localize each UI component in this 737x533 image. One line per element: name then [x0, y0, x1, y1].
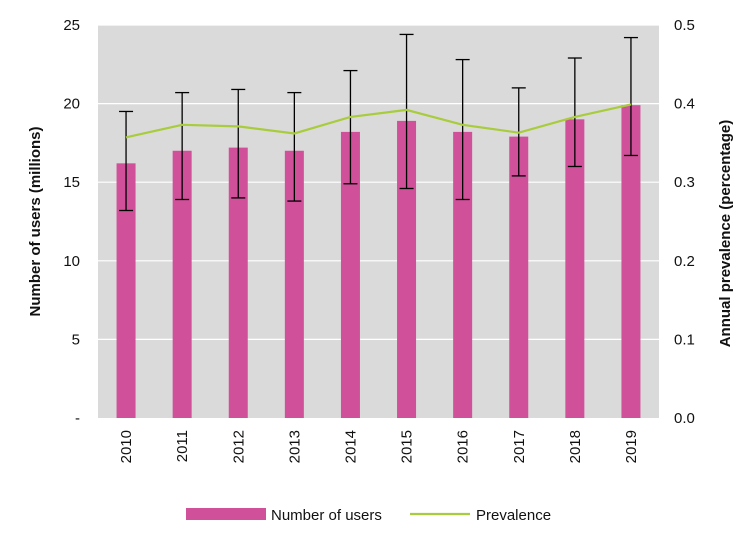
y-right-tick-label: 0.1	[674, 331, 695, 348]
bar	[509, 136, 529, 418]
bar	[453, 131, 473, 418]
x-tick-label: 2014	[342, 430, 359, 463]
x-tick-label: 2013	[286, 430, 303, 463]
y-right-tick-label: 0.4	[674, 96, 695, 113]
bar	[397, 120, 417, 418]
y-left-tick-label: 15	[63, 174, 80, 191]
x-tick-label: 2016	[455, 430, 472, 463]
y-right-tick-label: 0.2	[674, 253, 695, 270]
y-left-tick-label: 10	[63, 253, 80, 270]
x-tick-label: 2015	[399, 430, 416, 463]
x-tick-label: 2017	[511, 430, 528, 463]
y-right-tick-label: 0.3	[674, 174, 695, 191]
legend-label: Number of users	[271, 507, 382, 524]
bar	[340, 131, 360, 418]
prevalence-line	[125, 103, 632, 139]
legend-swatch-bar	[186, 508, 266, 520]
bar	[284, 150, 304, 418]
x-tick-label: 2011	[174, 430, 191, 462]
y-left-axis-title: Number of users (millions)	[27, 126, 44, 316]
bar	[116, 163, 136, 418]
y-left-tick-label: 25	[63, 17, 80, 34]
x-tick-label: 2012	[230, 430, 247, 463]
y-left-tick-label: 5	[72, 331, 80, 348]
bar	[172, 150, 192, 418]
y-left-tick-label: 20	[63, 96, 80, 113]
y-right-axis-title: Annual prevalence (percentage)	[717, 120, 734, 348]
bar	[621, 105, 641, 418]
x-tick-label: 2019	[623, 430, 640, 463]
x-tick-label: 2018	[567, 430, 584, 463]
bar	[565, 119, 585, 418]
x-tick-label: 2010	[118, 430, 135, 463]
bar	[228, 147, 248, 418]
y-right-tick-label: 0.5	[674, 17, 695, 34]
legend-label: Prevalence	[476, 507, 551, 524]
y-left-tick-label: -	[75, 410, 80, 427]
y-right-tick-label: 0.0	[674, 410, 695, 427]
